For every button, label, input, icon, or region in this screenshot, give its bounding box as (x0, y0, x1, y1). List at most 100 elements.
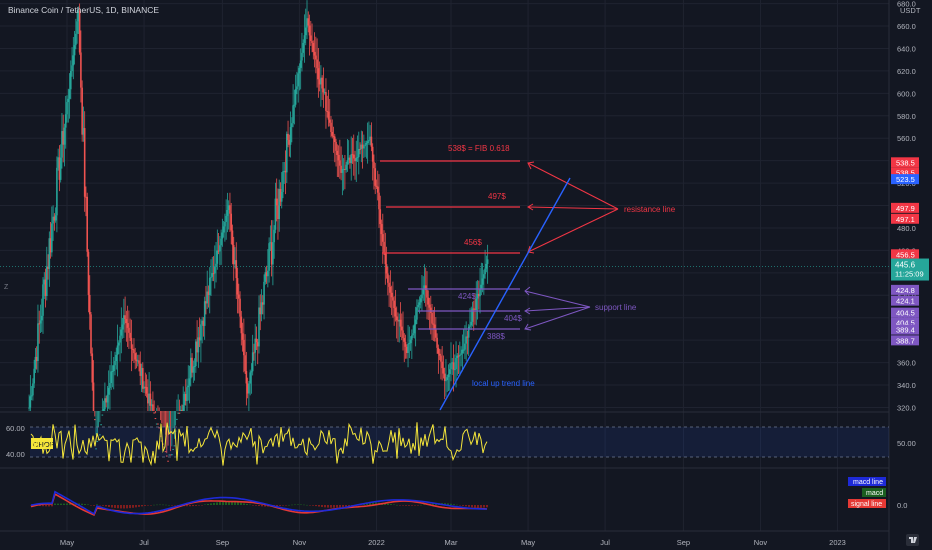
candle-body (231, 230, 234, 246)
support-arrowhead-404 (524, 307, 531, 315)
macd-hist-bar (321, 505, 323, 507)
candle-body (264, 272, 267, 282)
candle-body (38, 323, 41, 325)
candle-body (114, 360, 116, 366)
resistance-arrow-538[interactable] (527, 162, 619, 210)
candle-body (92, 382, 95, 411)
candle-body (313, 51, 316, 56)
candle-body (183, 393, 186, 406)
candle-body (404, 341, 407, 347)
candle-body (360, 144, 363, 150)
candle-body (333, 136, 336, 143)
macd-hist-bar (375, 502, 377, 505)
candle-body (196, 341, 198, 353)
candle-body (315, 55, 317, 60)
candle-body (163, 446, 166, 448)
resistance-arrow-497[interactable] (527, 206, 619, 210)
symbol-title[interactable]: Binance Coin / TetherUS, 1D, BINANCE (8, 5, 159, 15)
price-tag-label: 424.1 (896, 297, 915, 306)
candle-body (328, 119, 331, 123)
resistance-arrow-456[interactable] (527, 208, 619, 253)
support-arrow-388[interactable] (524, 306, 591, 330)
macd-hist-bar (45, 505, 47, 507)
candle-body (402, 330, 404, 339)
candle-body (158, 427, 161, 429)
up-trend-line[interactable] (439, 177, 571, 411)
candle-body (364, 144, 366, 147)
candle-body (129, 332, 131, 338)
support-arrow-424[interactable] (524, 290, 591, 308)
candle-body (227, 205, 230, 210)
candle-body (248, 383, 250, 394)
candle-body (117, 342, 120, 346)
time-tick-label: May (60, 538, 74, 547)
resistance-annotation: resistance line (624, 205, 676, 214)
z-marker: Z (4, 284, 9, 291)
candle-body (187, 385, 190, 388)
macd-hist-bar (204, 504, 206, 506)
candle-body (256, 342, 259, 347)
time-axis[interactable]: May Jul Sep Nov 2022 Mar May Jul Sep Nov 2023 (60, 538, 846, 547)
legend-signal-line: signal line (851, 501, 882, 508)
candle-body (207, 291, 210, 295)
price-tag-bg (891, 157, 919, 168)
candle-body (62, 131, 65, 145)
candle-body (357, 148, 360, 158)
tradingview-logo-icon[interactable] (906, 534, 919, 546)
candle-body (83, 128, 86, 197)
macd-hist-bar (153, 504, 155, 506)
macd-hist-bar (96, 504, 98, 505)
candle-body (381, 234, 384, 242)
macd-hist-bar (111, 505, 113, 508)
candle-body (296, 86, 298, 90)
candle-body (441, 361, 443, 369)
candle-body (115, 354, 118, 361)
candle-body (30, 395, 33, 397)
candle-body (388, 282, 390, 287)
macd-hist-bar (195, 505, 197, 506)
candle-body (346, 160, 349, 165)
candle-body (112, 365, 115, 372)
candle-body (376, 186, 379, 193)
macd-hist-bar (318, 505, 320, 507)
support-arrow-404[interactable] (524, 306, 591, 312)
candle-body (304, 27, 307, 36)
macd-pane[interactable]: macd line macd signal line 0.0 (30, 477, 907, 516)
macd-hist-bar (117, 505, 119, 509)
candle-body (124, 315, 126, 320)
candle-body (351, 154, 354, 156)
candle-body (427, 297, 430, 305)
macd-hist-bar (108, 505, 110, 507)
drawings-layer[interactable]: 538$ = FIB 0.618 497$ 456$ resistance li… (380, 144, 676, 411)
macd-hist-bar (198, 505, 200, 506)
price-tag-label: 497.1 (896, 215, 915, 224)
trend-annotation: local up trend line (472, 379, 535, 388)
candle-body (125, 319, 128, 324)
candle-body (373, 161, 375, 169)
legend-macd: macd (866, 490, 883, 497)
candle-body (403, 338, 406, 342)
candle-body (32, 383, 34, 396)
candle-body (102, 409, 105, 411)
candle-body (423, 285, 426, 289)
candle-body (375, 185, 378, 187)
macd-hist-bar (168, 504, 170, 506)
candle-body (342, 168, 345, 170)
macd-hist-bar (66, 503, 68, 505)
candle-body (399, 319, 402, 327)
chop-pane[interactable]: 60.00 40.00 CHOP 50.00 (6, 422, 916, 467)
candle-body (327, 111, 330, 120)
macd-hist-bar (276, 505, 278, 507)
candle-body (133, 349, 135, 354)
candle-body (104, 398, 106, 410)
candle-body (440, 355, 442, 362)
macd-hist-bar (192, 505, 194, 507)
price-tick-label: 620.0 (897, 67, 916, 76)
price-tag-bg (891, 167, 919, 178)
candle-body (153, 412, 155, 414)
macd-hist-bar (345, 505, 347, 507)
candle-body (202, 320, 205, 326)
price-tag-bg (891, 284, 919, 295)
candle-body (171, 454, 173, 456)
